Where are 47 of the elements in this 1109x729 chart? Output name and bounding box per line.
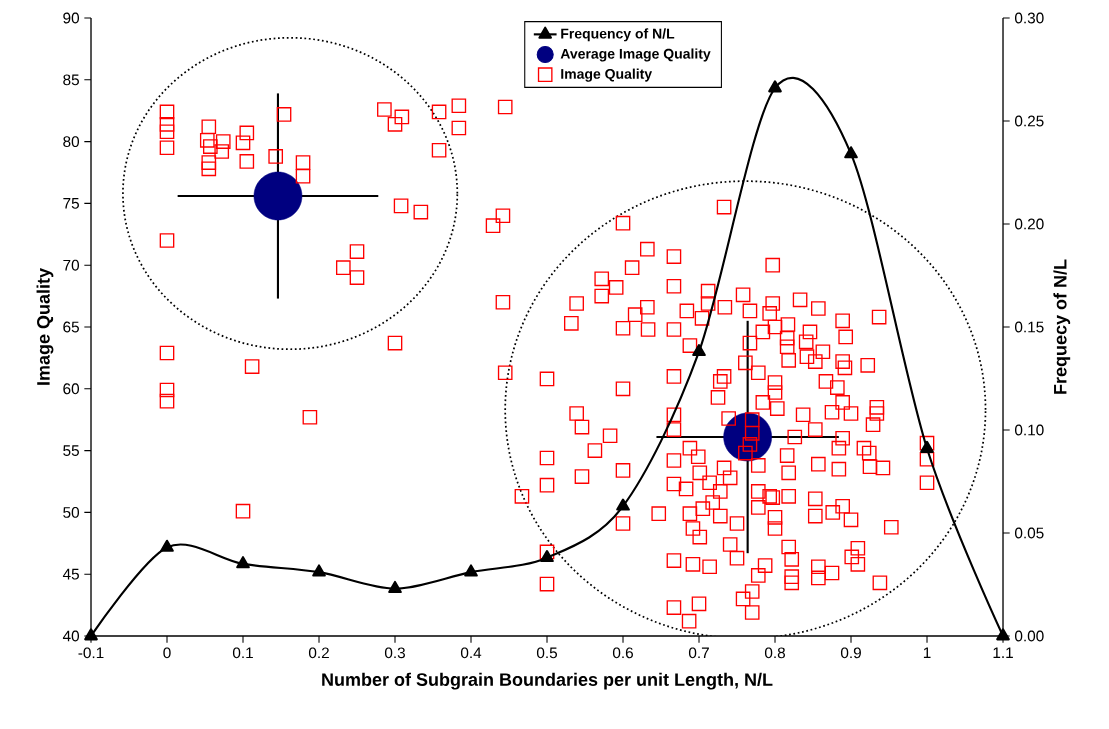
y2-tick-label: 0.10 xyxy=(1015,424,1044,436)
y-tick-label: 80 xyxy=(63,136,80,148)
legend-label: Frequency of N/L xyxy=(561,28,675,42)
point xyxy=(312,564,326,577)
y2-tick-label: 0.00 xyxy=(1015,630,1044,642)
x-tick-label: 0.3 xyxy=(384,647,405,659)
point xyxy=(84,628,98,641)
x-tick-label: 0.7 xyxy=(688,647,709,659)
y-tick-label: 60 xyxy=(63,383,80,395)
y-axis-title: Image Quality xyxy=(36,268,54,385)
y2-tick-label: 0.30 xyxy=(1015,12,1044,24)
x-tick-label: 1 xyxy=(923,647,931,658)
x-tick-label: 1.1 xyxy=(993,647,1013,658)
point xyxy=(160,539,174,552)
y-tick-label: 55 xyxy=(63,445,79,456)
x-tick-label: 0.4 xyxy=(460,647,482,659)
x-tick-label: 0.1 xyxy=(232,647,253,659)
y-tick-label: 45 xyxy=(62,568,79,580)
y2-tick-label: 0.15 xyxy=(1015,321,1044,333)
point xyxy=(616,498,630,511)
y-tick-label: 65 xyxy=(63,321,79,333)
y-tick-label: 90 xyxy=(63,12,80,24)
y-tick-label: 50 xyxy=(63,506,80,518)
legend-label: Average Image Quality xyxy=(560,48,711,62)
x-tick-label: 0.8 xyxy=(764,647,785,659)
point xyxy=(464,564,478,577)
x-tick-label: -0.1 xyxy=(78,647,104,659)
point xyxy=(388,580,402,594)
point xyxy=(844,146,858,159)
x-tick-label: 0.5 xyxy=(536,647,558,659)
y2-axis-title: Frequecy of N/L xyxy=(1053,259,1071,394)
y-tick-label: 85 xyxy=(63,74,79,86)
x-tick-label: 0 xyxy=(163,647,171,659)
y2-tick-label: 0.05 xyxy=(1015,527,1044,539)
x-tick-label: 0.6 xyxy=(612,647,633,659)
y-tick-label: 75 xyxy=(63,198,79,209)
y-tick-label: 40 xyxy=(62,630,80,642)
x-tick-label: 0.2 xyxy=(308,647,329,659)
y2-tick-label: 0.25 xyxy=(1015,115,1044,127)
x-tick-label: 0.9 xyxy=(840,647,861,659)
point xyxy=(236,556,250,569)
legend-label: Image Quality xyxy=(561,68,653,82)
point xyxy=(768,80,782,93)
y-tick-label: 70 xyxy=(63,259,80,271)
x-axis-title: Number of Subgrain Boundaries per unit Length, N/L xyxy=(322,672,773,690)
point xyxy=(996,628,1010,641)
y2-tick-label: 0.20 xyxy=(1015,218,1044,230)
